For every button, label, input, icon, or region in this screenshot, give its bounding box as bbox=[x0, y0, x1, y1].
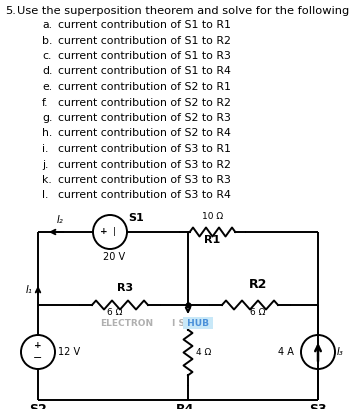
Text: current contribution of S3 to R4: current contribution of S3 to R4 bbox=[58, 191, 231, 200]
Text: j.: j. bbox=[42, 160, 48, 169]
Text: |: | bbox=[112, 227, 116, 236]
Text: current contribution of S3 to R3: current contribution of S3 to R3 bbox=[58, 175, 231, 185]
Text: i.: i. bbox=[42, 144, 48, 154]
Text: current contribution of S2 to R4: current contribution of S2 to R4 bbox=[58, 128, 231, 139]
Text: g.: g. bbox=[42, 113, 52, 123]
Text: current contribution of S1 to R2: current contribution of S1 to R2 bbox=[58, 36, 231, 45]
Text: b.: b. bbox=[42, 36, 52, 45]
Text: 4 Ω: 4 Ω bbox=[196, 348, 211, 357]
Text: 5.: 5. bbox=[5, 6, 16, 16]
Text: current contribution of S1 to R4: current contribution of S1 to R4 bbox=[58, 67, 231, 76]
Text: ELECTRON: ELECTRON bbox=[100, 319, 153, 328]
Text: current contribution of S1 to R3: current contribution of S1 to R3 bbox=[58, 51, 231, 61]
Text: S1: S1 bbox=[128, 213, 144, 223]
Text: 12 V: 12 V bbox=[58, 347, 80, 357]
Text: I₂: I₂ bbox=[57, 215, 63, 225]
Text: current contribution of S2 to R3: current contribution of S2 to R3 bbox=[58, 113, 231, 123]
Text: c.: c. bbox=[42, 51, 51, 61]
Text: R2: R2 bbox=[249, 278, 267, 291]
Text: 6 Ω: 6 Ω bbox=[107, 308, 123, 317]
Text: Use the superposition theorem and solve for the following...: Use the superposition theorem and solve … bbox=[17, 6, 350, 16]
Text: I₃: I₃ bbox=[337, 347, 344, 357]
Text: l.: l. bbox=[42, 191, 48, 200]
Text: current contribution of S3 to R1: current contribution of S3 to R1 bbox=[58, 144, 231, 154]
Text: 20 V: 20 V bbox=[103, 252, 125, 262]
Text: 4 A: 4 A bbox=[278, 347, 294, 357]
Text: I₁: I₁ bbox=[25, 285, 32, 295]
Text: +: + bbox=[34, 341, 42, 350]
Text: d.: d. bbox=[42, 67, 52, 76]
Text: 10 Ω: 10 Ω bbox=[202, 212, 223, 221]
Text: HUB: HUB bbox=[184, 319, 212, 328]
Text: a.: a. bbox=[42, 20, 52, 30]
Text: f.: f. bbox=[42, 97, 49, 108]
Text: current contribution of S1 to R1: current contribution of S1 to R1 bbox=[58, 20, 231, 30]
Text: current contribution of S3 to R2: current contribution of S3 to R2 bbox=[58, 160, 231, 169]
Text: k.: k. bbox=[42, 175, 52, 185]
Text: e.: e. bbox=[42, 82, 52, 92]
Text: h.: h. bbox=[42, 128, 52, 139]
Text: I S: I S bbox=[172, 319, 188, 328]
Text: R1: R1 bbox=[204, 235, 220, 245]
Text: −: − bbox=[33, 353, 43, 363]
Text: S2: S2 bbox=[29, 403, 47, 409]
Text: current contribution of S2 to R2: current contribution of S2 to R2 bbox=[58, 97, 231, 108]
Text: current contribution of S2 to R1: current contribution of S2 to R1 bbox=[58, 82, 231, 92]
Text: S3: S3 bbox=[309, 403, 327, 409]
Text: R3: R3 bbox=[117, 283, 133, 293]
Text: +: + bbox=[100, 227, 108, 236]
Text: R4: R4 bbox=[176, 403, 194, 409]
Text: 6 Ω: 6 Ω bbox=[250, 308, 266, 317]
